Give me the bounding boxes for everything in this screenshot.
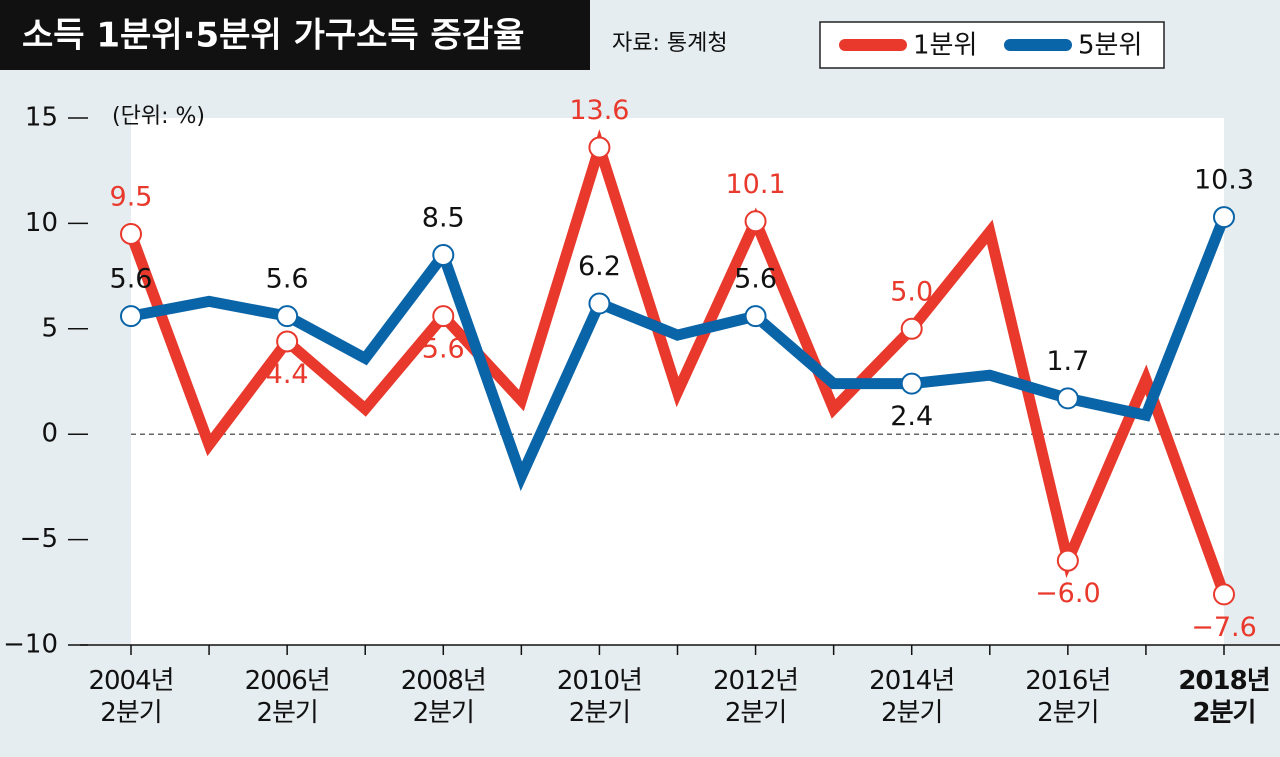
data-label: 5.0 <box>890 276 933 307</box>
x-tick-label: 2012년 2분기 <box>713 666 799 728</box>
point-marker <box>432 244 455 267</box>
point-marker <box>432 305 455 328</box>
data-label: 5.6 <box>110 264 153 295</box>
data-label: 9.5 <box>110 181 153 212</box>
point-marker <box>900 372 923 395</box>
data-label: 13.6 <box>569 95 629 126</box>
point-marker <box>1056 549 1079 572</box>
point-marker <box>120 305 142 328</box>
point-marker <box>900 317 923 340</box>
x-tick-label: 2010년 2분기 <box>556 666 643 728</box>
x-tick-label: 2006년 2분기 <box>244 666 331 728</box>
x-tick-label: 2016년 2분기 <box>1025 666 1111 728</box>
y-tick-label: 0 <box>41 419 58 449</box>
data-label: −7.6 <box>1191 612 1257 643</box>
point-marker <box>588 136 611 159</box>
point-marker <box>276 305 299 328</box>
point-marker <box>276 330 299 353</box>
data-label: 10.3 <box>1194 165 1254 196</box>
series-line <box>125 129 1230 597</box>
x-tick-label: 2008년 2분기 <box>400 666 487 728</box>
y-tick-label: 10 <box>25 208 58 238</box>
y-tick-label: 5 <box>41 313 58 343</box>
data-label: 8.5 <box>422 203 465 234</box>
y-tick-label: 15 <box>25 103 58 133</box>
data-label: 5.6 <box>266 264 309 295</box>
chart-title: 소득 1분위·5분위 가구소득 증감율 <box>22 16 524 56</box>
source: 자료: 통계청 <box>612 31 728 56</box>
point-marker <box>1056 387 1079 410</box>
y-tick-label: −5 <box>20 524 58 554</box>
point-marker <box>1213 206 1235 229</box>
data-label: 5.6 <box>734 264 777 295</box>
point-marker <box>1213 583 1235 606</box>
x-tick-label: 2014년 2분기 <box>869 666 955 728</box>
point-marker <box>744 305 767 328</box>
x-tick-label: 2018년 2분기 <box>1178 666 1270 728</box>
data-label: 4.4 <box>266 359 309 390</box>
series-line <box>129 215 1230 492</box>
data-label: 1.7 <box>1046 346 1089 377</box>
point-marker <box>588 292 611 315</box>
data-label: 5.6 <box>422 334 465 365</box>
y-tick-label: −10 <box>3 630 58 660</box>
data-label: 2.4 <box>890 401 933 432</box>
legend-label: 1분위 <box>913 31 977 61</box>
data-label: 10.1 <box>726 169 786 200</box>
data-label: 6.2 <box>578 251 621 282</box>
unit-label: (단위: %) <box>112 104 205 129</box>
point-marker <box>120 222 142 245</box>
data-label: −6.0 <box>1035 578 1101 609</box>
x-tick-label: 2004년 2분기 <box>88 666 174 728</box>
title-box <box>0 0 590 70</box>
point-marker <box>744 210 767 233</box>
legend-label: 5분위 <box>1078 31 1142 61</box>
